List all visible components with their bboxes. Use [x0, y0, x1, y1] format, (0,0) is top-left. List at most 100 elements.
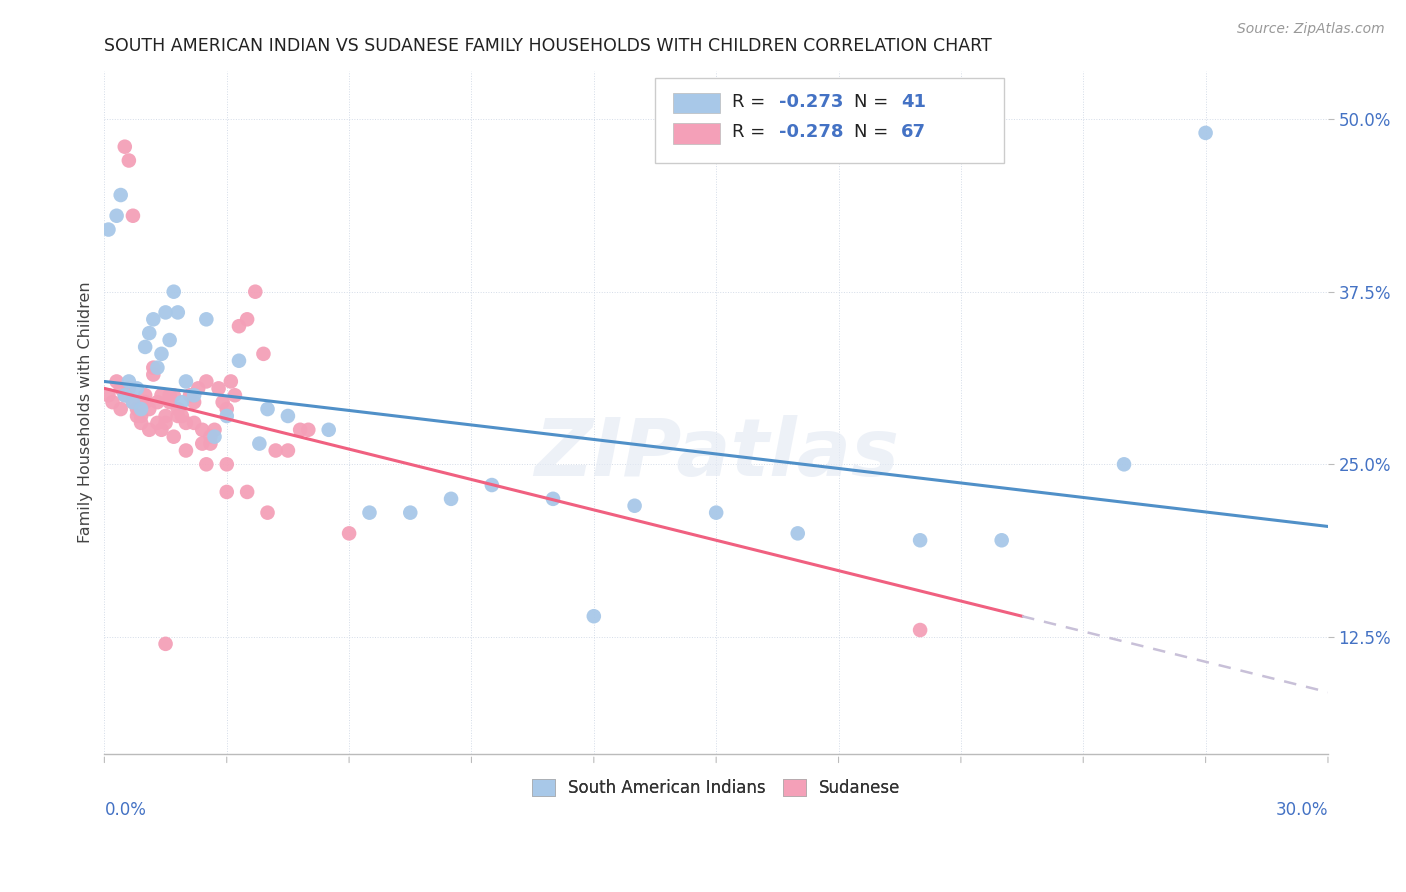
Point [183, 395, 205, 409]
Point [125, 402, 148, 417]
Point [150, 347, 173, 361]
Point [1112, 458, 1135, 472]
Point [247, 436, 270, 450]
Point [200, 436, 222, 450]
Point [163, 430, 186, 444]
Point [908, 533, 931, 548]
Point [150, 388, 173, 402]
Point [224, 388, 246, 402]
Point [195, 458, 218, 472]
Point [204, 430, 226, 444]
Point [215, 409, 238, 423]
Point [150, 423, 173, 437]
Point [163, 285, 186, 299]
Point [399, 506, 422, 520]
Point [174, 375, 197, 389]
Text: -0.278: -0.278 [779, 123, 844, 141]
Point [110, 402, 132, 417]
Point [252, 347, 274, 361]
Point [256, 506, 278, 520]
Point [191, 423, 214, 437]
Point [146, 360, 169, 375]
Point [1194, 126, 1216, 140]
Point [138, 423, 160, 437]
Point [277, 409, 299, 423]
Point [146, 416, 169, 430]
Point [204, 423, 226, 437]
Point [114, 388, 136, 402]
Point [211, 395, 233, 409]
Point [170, 409, 193, 423]
Point [359, 506, 381, 520]
Text: SOUTH AMERICAN INDIAN VS SUDANESE FAMILY HOUSEHOLDS WITH CHILDREN CORRELATION CH: SOUTH AMERICAN INDIAN VS SUDANESE FAMILY… [104, 37, 993, 55]
Point [155, 416, 177, 430]
Text: N =: N = [855, 93, 894, 111]
Point [129, 402, 152, 417]
Text: 30.0%: 30.0% [1275, 801, 1327, 819]
Point [142, 368, 165, 382]
Point [118, 153, 141, 168]
Point [990, 533, 1012, 548]
Point [105, 375, 128, 389]
FancyBboxPatch shape [673, 123, 720, 144]
Point [228, 353, 250, 368]
Point [200, 430, 222, 444]
Point [174, 443, 197, 458]
Point [195, 375, 218, 389]
Point [264, 443, 287, 458]
Point [125, 409, 148, 423]
Point [155, 409, 177, 423]
Point [110, 381, 132, 395]
Point [134, 388, 156, 402]
Point [138, 326, 160, 340]
Point [142, 360, 165, 375]
Point [582, 609, 605, 624]
Point [704, 506, 727, 520]
Point [174, 416, 197, 430]
Legend: South American Indians, Sudanese: South American Indians, Sudanese [524, 772, 907, 804]
Point [155, 637, 177, 651]
Point [122, 395, 145, 409]
Point [179, 388, 201, 402]
Text: 67: 67 [901, 123, 927, 141]
Text: -0.273: -0.273 [779, 93, 844, 111]
Text: N =: N = [855, 123, 894, 141]
Point [166, 402, 188, 417]
Point [541, 491, 564, 506]
Point [163, 388, 186, 402]
Point [142, 312, 165, 326]
Point [125, 381, 148, 395]
Point [207, 381, 229, 395]
Point [159, 395, 181, 409]
Point [219, 375, 242, 389]
Point [105, 209, 128, 223]
Point [183, 388, 205, 402]
Point [138, 402, 160, 417]
Point [288, 423, 311, 437]
Point [337, 526, 360, 541]
Point [256, 402, 278, 417]
Point [97, 222, 120, 236]
Point [215, 458, 238, 472]
Point [786, 526, 808, 541]
Point [101, 395, 124, 409]
Point [318, 423, 340, 437]
Point [215, 484, 238, 499]
Point [481, 478, 503, 492]
Point [236, 484, 259, 499]
Text: Source: ZipAtlas.com: Source: ZipAtlas.com [1237, 22, 1385, 37]
Point [114, 139, 136, 153]
Text: ZIPatlas: ZIPatlas [534, 415, 898, 492]
Point [114, 388, 136, 402]
Point [134, 395, 156, 409]
Point [187, 381, 209, 395]
Point [122, 395, 145, 409]
Point [97, 388, 120, 402]
Point [129, 416, 152, 430]
Text: R =: R = [733, 93, 770, 111]
Point [623, 499, 645, 513]
FancyBboxPatch shape [673, 93, 720, 113]
Point [191, 436, 214, 450]
Point [159, 388, 181, 402]
Point [129, 409, 152, 423]
